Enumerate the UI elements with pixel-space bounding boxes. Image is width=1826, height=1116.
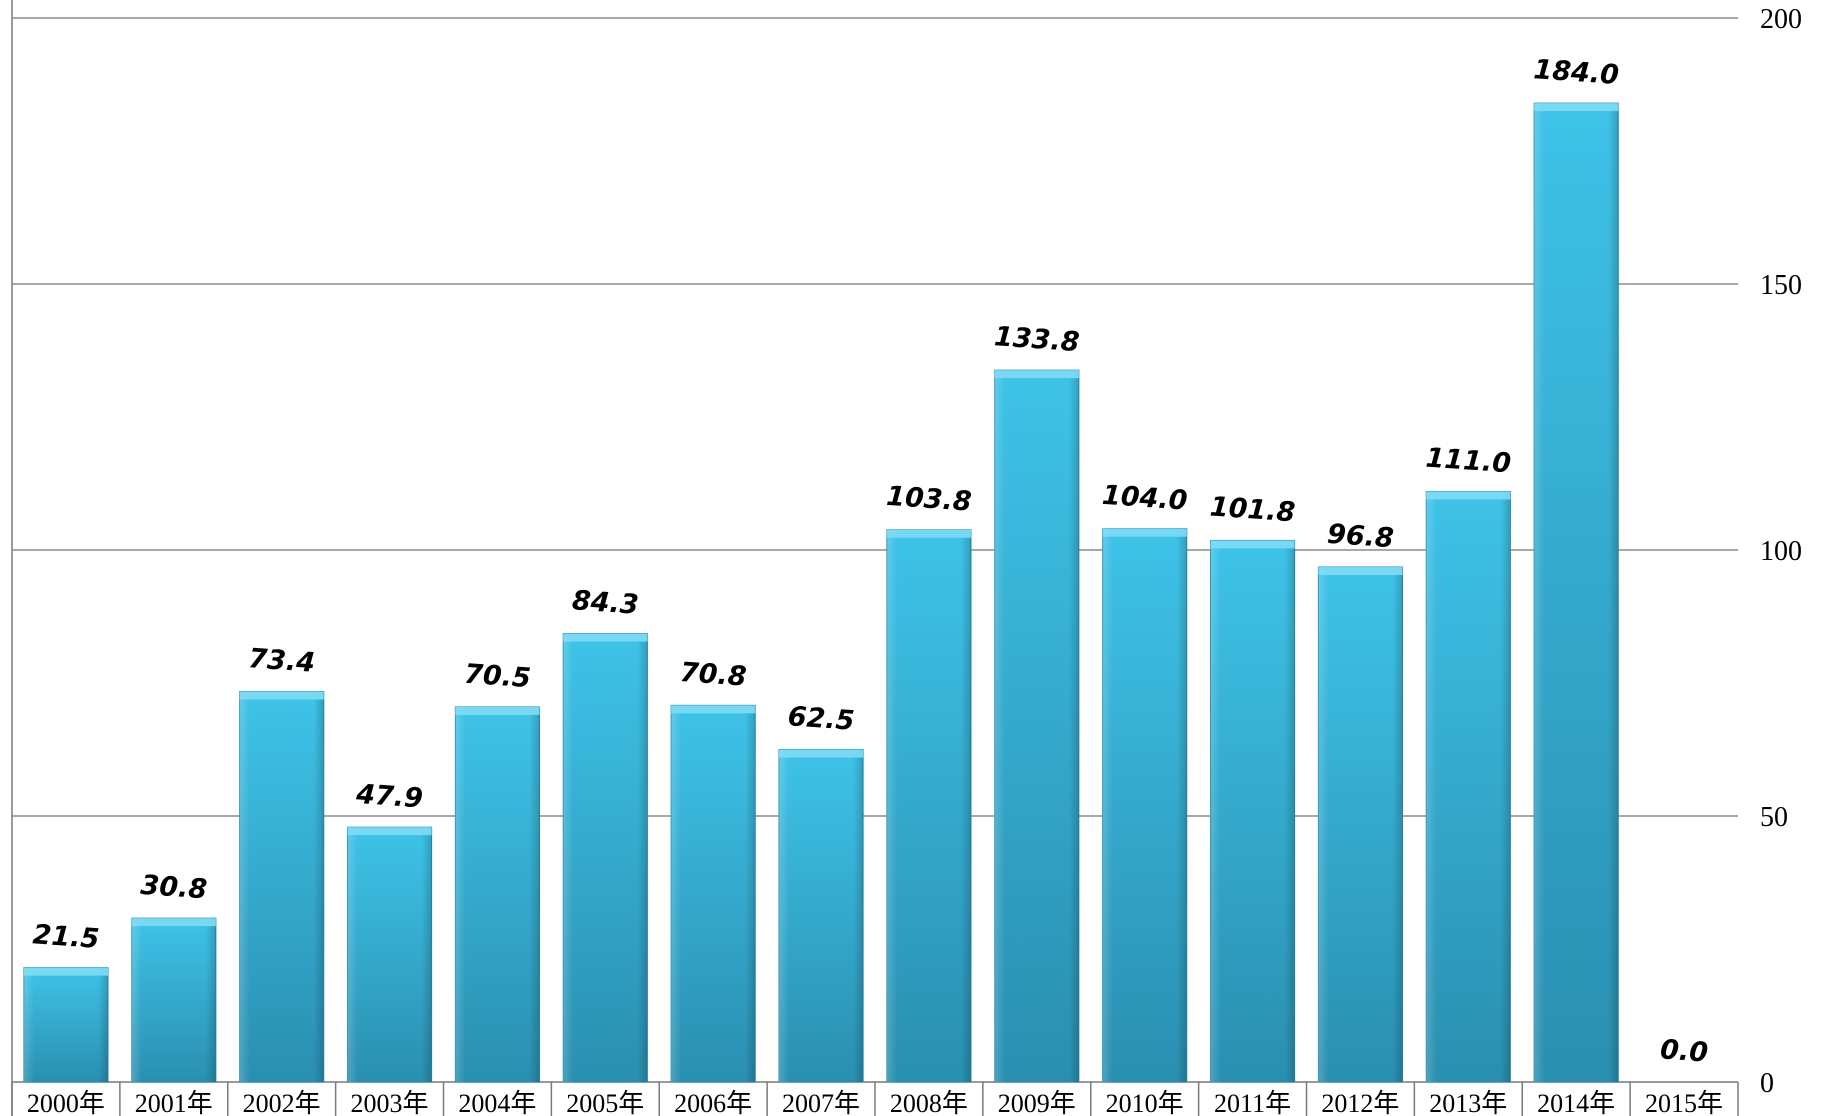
bar-top-bevel [1210,540,1295,549]
data-label: 103.8 [885,481,972,518]
data-label: 96.8 [1326,519,1395,555]
y-tick-label: 50 [1760,802,1788,833]
bar-shading [1102,528,1187,1082]
data-label: 73.4 [247,643,316,679]
x-category-label: 2013年 [1429,1089,1507,1116]
data-labels: 21.5 30.8 73.4 47.9 70.5 84.3 70.8 62.5 103.8 133… [32,54,1709,1068]
data-label: 70.8 [679,657,748,693]
data-label: 21.5 [32,919,101,955]
x-category-label: 2005年 [566,1089,644,1116]
bar-top-bevel [239,691,324,700]
data-label: 111.0 [1425,443,1512,480]
y-tick-label: 150 [1760,270,1802,301]
x-category-label: 2001年 [135,1089,213,1116]
bar-shading [1318,567,1403,1082]
bar-shading [778,749,864,1082]
bar-top-bevel [23,967,109,976]
bar-top-bevel [347,827,432,836]
y-tick-label: 200 [1760,4,1802,35]
x-category-label: 2010年 [1106,1089,1184,1116]
bar-shading [23,967,109,1082]
bars [23,102,1619,1083]
x-category-label: 2004年 [458,1089,536,1116]
x-category-label: 2012年 [1321,1089,1399,1116]
bar-shading [563,633,648,1082]
x-category-label: 2002年 [243,1089,321,1116]
data-label: 184.0 [1533,54,1620,91]
bar-top-bevel [778,749,864,758]
data-label: 70.5 [463,659,532,695]
data-label: 104.0 [1101,480,1188,517]
data-label: 47.9 [354,779,424,815]
data-label: 0.0 [1659,1034,1709,1068]
bar-shading [239,691,324,1082]
x-category-label: 2000年 [27,1089,105,1116]
bar-top-bevel [671,705,756,714]
bar-top-bevel [1318,567,1403,576]
x-category-label: 2008年 [890,1089,968,1116]
data-label: 133.8 [993,321,1080,358]
x-category-label: 2015年 [1645,1089,1723,1116]
y-tick-label: 0 [1760,1068,1774,1099]
bar-shading [994,370,1079,1083]
x-category-label: 2006年 [674,1089,752,1116]
x-category-label: 2009年 [998,1089,1076,1116]
x-category-label: 2007年 [782,1089,860,1116]
bar-shading [347,827,432,1082]
bar-shading [455,706,540,1082]
y-tick-label: 100 [1760,536,1802,567]
bar-shading [1210,540,1295,1082]
bar-shading [131,918,216,1082]
bar-top-bevel [455,706,540,715]
bar-top-bevel [1102,528,1187,537]
bar-top-bevel [1534,103,1619,112]
x-category-label: 2003年 [351,1089,429,1116]
bar-top-bevel [1426,491,1511,500]
bar-top-bevel [886,529,972,538]
x-category-label: 2014年 [1537,1089,1615,1116]
bar-shading [886,529,972,1082]
data-label: 84.3 [571,585,640,621]
bar-shading [671,705,756,1082]
bar-top-bevel [994,370,1079,379]
bar-top-bevel [131,918,216,927]
bar-shading [1534,103,1619,1083]
data-label: 62.5 [787,701,856,737]
bar-shading [1426,491,1511,1083]
data-label: 101.8 [1209,491,1296,528]
axes: 0 50 100 150 200 2000年 2001年 2002年 2003年 2004年 200… [11,0,1802,1116]
data-label: 30.8 [140,870,209,906]
x-category-label: 2011年 [1214,1089,1291,1116]
bar-top-bevel [563,633,648,642]
